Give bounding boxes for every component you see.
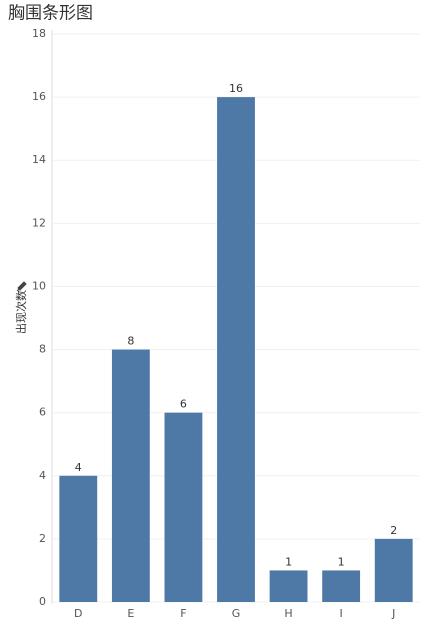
data-label: 1 (285, 555, 292, 568)
y-axis-title: 出现次数 (14, 290, 28, 334)
data-label: 8 (127, 335, 134, 348)
data-label: 2 (390, 524, 397, 537)
y-tick-label: 6 (39, 406, 46, 419)
x-tick-label: J (391, 607, 395, 620)
y-tick-label: 12 (32, 216, 46, 229)
bar (322, 570, 361, 602)
y-tick-label: 14 (32, 153, 46, 166)
y-tick-label: 4 (39, 469, 46, 482)
x-tick-label: G (232, 607, 241, 620)
data-label: 16 (229, 82, 243, 95)
pin-icon (16, 281, 27, 292)
bar (111, 349, 150, 602)
x-tick-label: D (74, 607, 82, 620)
data-label: 1 (338, 555, 345, 568)
y-tick-label: 16 (32, 90, 46, 103)
chart-title: 胸围条形图 (8, 4, 93, 24)
y-tick-label: 18 (32, 27, 46, 40)
y-tick-label: 2 (39, 532, 46, 545)
bar (374, 538, 413, 602)
bar (217, 97, 255, 602)
y-tick-label: 8 (39, 343, 46, 356)
x-tick-label: H (284, 607, 292, 620)
y-tick-label: 0 (39, 595, 46, 608)
y-axis-title-group: 出现次数 (14, 290, 28, 334)
x-tick-label: E (127, 607, 134, 620)
bar (269, 570, 308, 602)
data-label: 6 (180, 398, 187, 411)
y-tick-label: 10 (32, 279, 46, 292)
bar (164, 412, 203, 602)
data-label: 4 (75, 461, 82, 474)
bar (59, 475, 98, 602)
x-tick-label: F (180, 607, 186, 620)
x-tick-label: I (340, 607, 343, 620)
